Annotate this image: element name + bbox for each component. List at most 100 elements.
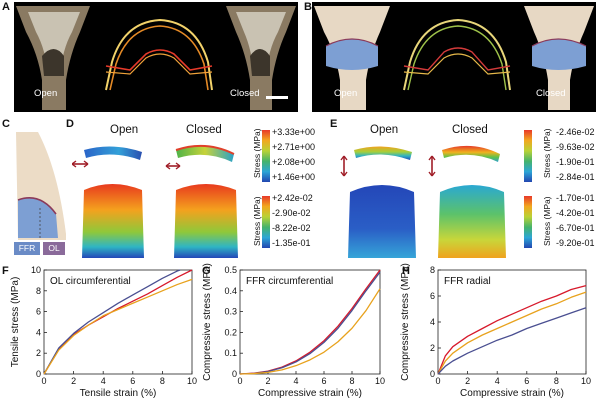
d-bot-tick-2: -8.22e-02 <box>272 223 311 233</box>
chart-h-xtick-label-0: 0 <box>435 376 440 386</box>
panel-e-colorbar-bottom-title: Stress (MPa) <box>542 196 552 246</box>
chart-g-xtick-label-3: 6 <box>321 376 326 386</box>
chart-h-series-1 <box>437 291 587 375</box>
chart-g-xtick-label-0: 0 <box>237 376 242 386</box>
chart-f-xtick-label-2: 4 <box>101 376 106 386</box>
chart-f-ytick-label-5: 10 <box>31 265 41 275</box>
panel-label-a: A <box>2 1 10 13</box>
chart-f-xtick-label-3: 6 <box>130 376 135 386</box>
chart-g-xtick-label-4: 8 <box>349 376 354 386</box>
panel-a-graphic <box>16 6 296 110</box>
e-top-tick-2: -1.90e-01 <box>556 157 595 167</box>
panel-c-image: FFR OL <box>10 130 70 256</box>
chart-h-title: FFR radial <box>444 276 491 287</box>
panel-e-open-title: Open <box>370 124 399 136</box>
chart-f-ytick-label-2: 4 <box>36 327 41 337</box>
panel-e-colorbar-top-title: Stress (MPa) <box>542 128 552 178</box>
chart-f-ytick-label-1: 2 <box>36 348 41 358</box>
e-bot-tick-3: -9.20e-01 <box>556 238 595 248</box>
chart-h-xtick-label-1: 2 <box>465 376 470 386</box>
e-top-tick-0: -2.46e-02 <box>556 127 595 137</box>
chart-h-ytick-label-4: 8 <box>430 265 435 275</box>
panel-d-colorbar-top <box>262 130 270 182</box>
panel-label-f: F <box>2 265 9 277</box>
chart-f-frame <box>43 269 193 375</box>
chart-h-ylabel: Compressive stress (MPa) <box>400 263 411 381</box>
chart-g-series-2 <box>239 288 381 375</box>
e-bot-tick-2: -6.70e-01 <box>556 223 595 233</box>
panel-d-fem <box>72 144 238 258</box>
panel-label-e: E <box>330 118 338 130</box>
legend-ol: OL <box>43 242 65 255</box>
panel-label-c: C <box>2 118 10 130</box>
panel-a-image: Open Closed <box>14 2 298 112</box>
e-bot-tick-1: -4.20e-01 <box>556 208 595 218</box>
e-top-tick-3: -2.84e-01 <box>556 172 595 182</box>
panel-e-colorbar-top <box>524 130 532 182</box>
chart-h-ytick-label-0: 0 <box>430 369 435 379</box>
chart-h-xtick-label-4: 8 <box>554 376 559 386</box>
panel-d-colorbar-top-title: Stress (MPa) <box>252 128 262 178</box>
chart-g-xtick-label-2: 4 <box>293 376 298 386</box>
chart-g-xtick-label-1: 2 <box>265 376 270 386</box>
panel-c-graphic <box>16 132 66 240</box>
panel-a-closed-label: Closed <box>230 88 260 99</box>
chart-g-ytick-label-5: 0.5 <box>224 265 237 275</box>
chart-f-xtick-label-0: 0 <box>41 376 46 386</box>
chart-f-ytick-label-0: 0 <box>36 369 41 379</box>
chart-h-ytick-label-2: 4 <box>430 317 435 327</box>
chart-f-xtick-label-4: 8 <box>160 376 165 386</box>
d-top-tick-2: +2.08e+00 <box>272 157 316 167</box>
panel-a-open-label: Open <box>34 88 58 99</box>
chart-h-ytick-label-3: 6 <box>430 291 435 301</box>
chart-f-series-2 <box>43 278 193 375</box>
chart-g-title: FFR circumferential <box>246 276 333 287</box>
chart-h-xtick-label-2: 4 <box>495 376 500 386</box>
chart-h-xtick-label-3: 6 <box>524 376 529 386</box>
d-top-tick-0: +3.33e+00 <box>272 127 316 137</box>
chart-f-series-0 <box>43 269 193 375</box>
chart-h-ytick-label-1: 2 <box>430 343 435 353</box>
chart-g-ytick-label-2: 0.2 <box>224 327 237 337</box>
chart-h-xlabel: Compressive strain (%) <box>460 388 564 399</box>
panel-e-fem <box>340 145 506 258</box>
panel-b-open-label: Open <box>334 88 358 99</box>
chart-f-ylabel: Tensile stress (MPa) <box>10 277 21 368</box>
panel-e-colorbar-bottom <box>524 196 532 248</box>
chart-h-series-2 <box>437 307 587 375</box>
chart-g-ytick-label-1: 0.1 <box>224 348 237 358</box>
panel-label-b: B <box>304 1 312 13</box>
e-bot-tick-0: -1.70e-01 <box>556 193 595 203</box>
panel-b-closed-label: Closed <box>536 88 566 99</box>
panel-label-g: G <box>202 265 211 277</box>
d-bot-tick-0: +2.42e-02 <box>272 193 313 203</box>
chart-f-xlabel: Tensile strain (%) <box>80 388 157 399</box>
panel-d-colorbar-bottom <box>262 196 270 248</box>
d-bot-tick-1: -2.90e-02 <box>272 208 311 218</box>
panel-label-h: H <box>402 265 410 277</box>
chart-h-series-0 <box>437 284 587 375</box>
chart-g-frame <box>239 269 381 375</box>
panel-label-d: D <box>66 118 74 130</box>
chart-g-xtick-label-5: 10 <box>375 376 385 386</box>
chart-f-ytick-label-3: 6 <box>36 307 41 317</box>
chart-g-ytick-label-0: 0 <box>232 369 237 379</box>
legend-ffr: FFR <box>14 242 40 255</box>
d-bot-tick-3: -1.35e-01 <box>272 238 311 248</box>
chart-f-title: OL circumferential <box>50 276 131 287</box>
panel-b-graphic <box>314 6 594 110</box>
e-top-tick-1: -9.63e-02 <box>556 142 595 152</box>
d-top-tick-3: +1.46e+00 <box>272 172 316 182</box>
chart-g-xlabel: Compressive strain (%) <box>258 388 362 399</box>
chart-f-series-1 <box>43 269 181 375</box>
chart-h-xtick-label-5: 10 <box>581 376 591 386</box>
chart-g-ytick-label-4: 0.4 <box>224 286 237 296</box>
chart-g-ytick-label-3: 0.3 <box>224 307 237 317</box>
chart-g-ylabel: Compressive stress (MPa) <box>202 263 213 381</box>
chart-f-xtick-label-1: 2 <box>71 376 76 386</box>
d-top-tick-1: +2.71e+00 <box>272 142 316 152</box>
chart-f-ytick-label-4: 8 <box>36 286 41 296</box>
chart-g-series-1 <box>239 271 381 375</box>
panel-d-closed-title: Closed <box>186 124 222 136</box>
panel-d-colorbar-bottom-title: Stress (MPa) <box>252 196 262 246</box>
